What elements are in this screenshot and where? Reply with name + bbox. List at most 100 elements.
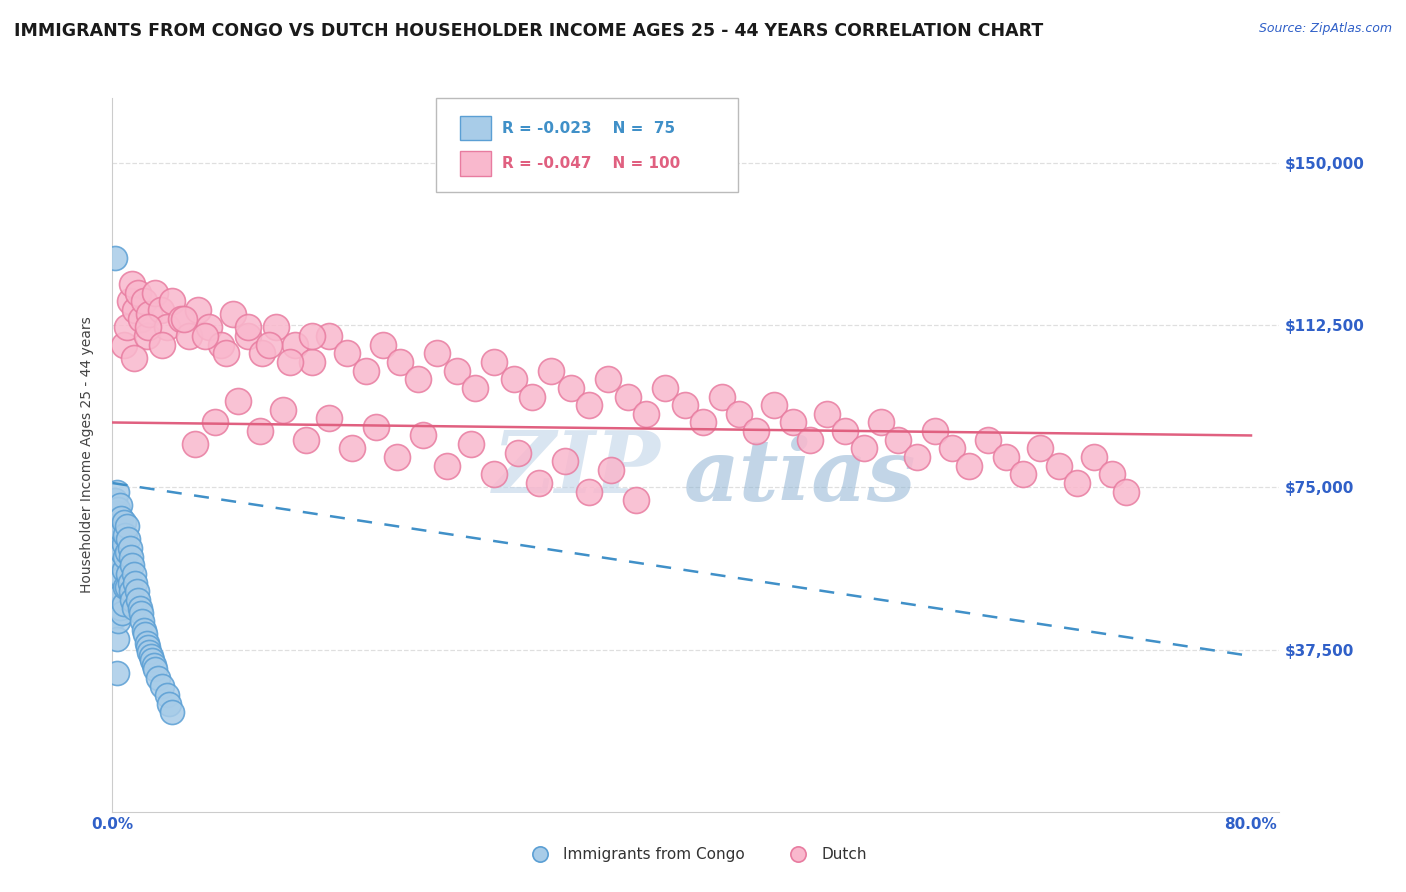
Point [122,601,145,615]
Point [108,566,131,581]
Point [112,536,135,550]
Point [104,610,127,624]
Point [125,584,148,599]
Point [105,666,128,681]
Point [115,545,138,559]
Point [112,337,135,351]
Point [198,320,221,334]
Point [436,458,458,473]
Point [115,320,138,334]
Point [121,277,143,291]
Point [1047,458,1070,473]
Point [120,549,142,564]
Point [616,390,638,404]
Point [799,433,821,447]
Point [852,442,875,456]
Point [118,294,141,309]
Point [117,533,139,547]
Text: R = -0.023    N =  75: R = -0.023 N = 75 [502,120,675,136]
Point [1029,442,1052,456]
Point [412,428,434,442]
Point [464,381,486,395]
Point [596,372,619,386]
Point [624,493,647,508]
Point [763,398,786,412]
Point [560,381,582,395]
Point [1083,450,1105,464]
Point [139,648,162,663]
Point [146,671,169,685]
Point [249,424,271,438]
Point [340,442,363,456]
Point [364,419,387,434]
Point [128,601,150,615]
Point [1101,467,1123,482]
Point [104,251,127,265]
Point [371,337,394,351]
Point [111,571,134,585]
Point [114,580,136,594]
Point [115,519,138,533]
Point [107,502,129,516]
Y-axis label: Householder Income Ages 25 - 44 years: Householder Income Ages 25 - 44 years [80,317,94,593]
Point [284,337,307,351]
Point [110,589,132,603]
Point [122,566,145,581]
Point [114,528,136,542]
Point [318,329,340,343]
Point [226,393,249,408]
Point [115,580,138,594]
Point [103,589,125,603]
Point [529,476,551,491]
Point [280,355,302,369]
Text: atias: atias [685,434,917,518]
Point [301,329,323,343]
Point [127,285,149,300]
Point [301,355,323,369]
Point [179,329,201,343]
Point [124,575,146,590]
Point [408,372,430,386]
Point [105,597,128,611]
Point [257,337,280,351]
Point [1012,467,1035,482]
Point [136,640,159,655]
Point [150,337,173,351]
Point [129,606,152,620]
Point [103,554,125,568]
Point [121,558,143,573]
Point [120,584,142,599]
Point [107,549,129,564]
Point [155,688,177,702]
Point [104,545,127,559]
Point [654,381,676,395]
Point [815,407,838,421]
Point [117,566,139,581]
Point [143,285,166,300]
Point [264,320,287,334]
Point [162,705,184,719]
Point [112,597,135,611]
Point [636,407,658,421]
Point [924,424,946,438]
Legend: Immigrants from Congo, Dutch: Immigrants from Congo, Dutch [519,841,873,868]
Point [554,454,576,468]
Point [131,615,153,629]
Text: ZIP: ZIP [494,427,661,511]
Point [204,416,226,430]
Point [502,372,524,386]
Point [426,346,449,360]
Point [385,450,408,464]
Point [782,416,804,430]
Point [122,351,145,365]
Point [295,433,318,447]
Point [103,510,125,524]
Point [132,294,155,309]
Point [135,636,157,650]
Point [110,510,132,524]
Point [995,450,1018,464]
Point [155,320,177,334]
Point [482,467,505,482]
Point [112,515,135,529]
Point [250,346,273,360]
